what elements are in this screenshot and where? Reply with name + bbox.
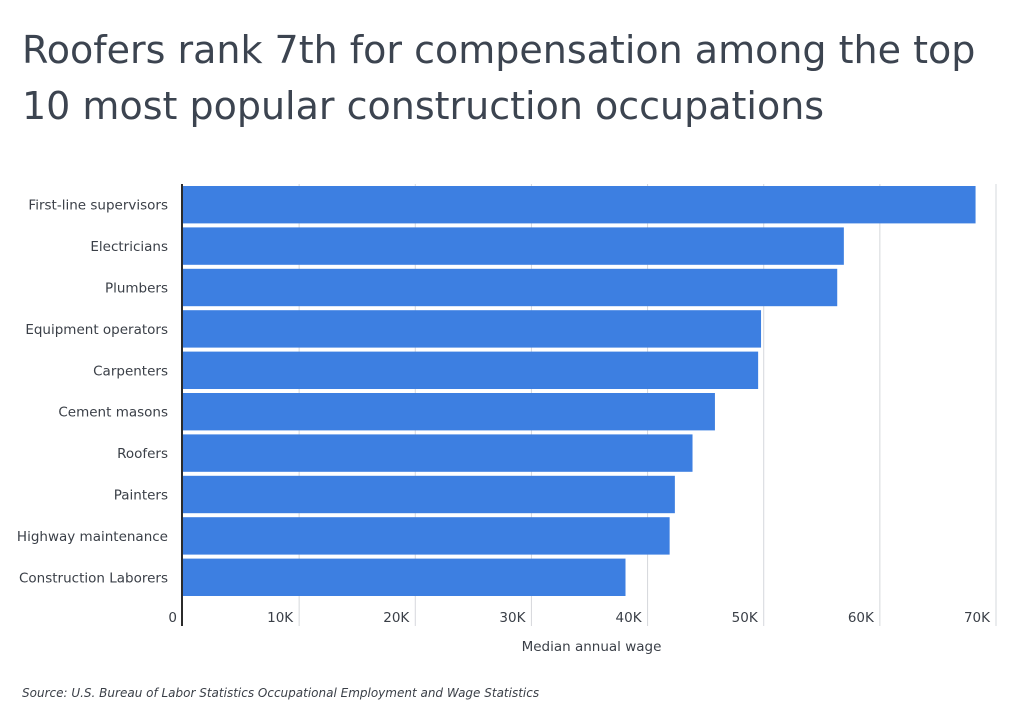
category-labels: First-line supervisors Electricians Plumbe… — [17, 198, 168, 587]
x-tick-label: 10K — [267, 610, 294, 626]
bar — [183, 227, 844, 265]
category-label: Carpenters — [93, 363, 168, 379]
x-tick-label: 0 — [168, 610, 177, 626]
bar — [183, 434, 693, 472]
category-label: Highway maintenance — [17, 529, 168, 545]
category-label: Painters — [114, 488, 168, 504]
bar — [183, 475, 675, 514]
x-tick-labels: 0 10K 20K 30K 40K 50K 60K 70K — [168, 610, 991, 626]
x-tick-label: 40K — [616, 610, 643, 626]
category-label: Roofers — [117, 446, 168, 462]
bar — [183, 186, 976, 224]
category-label: First-line supervisors — [28, 198, 168, 214]
category-label: Construction Laborers — [19, 570, 168, 586]
x-tick-label: 70K — [964, 610, 991, 626]
bar — [183, 268, 838, 307]
category-label: Equipment operators — [25, 322, 168, 338]
chart-title: Roofers rank 7th for compensation among … — [22, 28, 976, 128]
x-axis-label: Median annual wage — [522, 639, 662, 655]
x-tick-label: 20K — [383, 610, 410, 626]
bar — [183, 558, 626, 596]
bar — [183, 393, 715, 431]
bar — [183, 351, 759, 389]
x-tick-label: 30K — [499, 610, 526, 626]
category-label: Cement masons — [58, 405, 168, 421]
bar — [183, 517, 670, 555]
x-tick-label: 60K — [848, 610, 875, 626]
source-note: Source: U.S. Bureau of Labor Statistics … — [22, 686, 540, 700]
category-label: Plumbers — [105, 281, 168, 297]
x-tick-label: 50K — [732, 610, 759, 626]
category-label: Electricians — [90, 239, 168, 255]
bar — [183, 310, 762, 348]
bars — [183, 186, 976, 596]
